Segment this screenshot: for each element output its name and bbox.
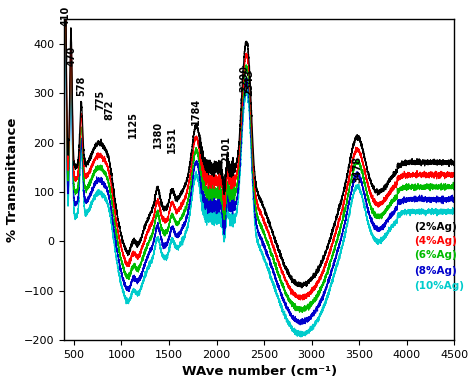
Y-axis label: % Transmittance: % Transmittance — [6, 118, 18, 242]
Text: 2101: 2101 — [221, 136, 231, 163]
Text: (10%Ag): (10%Ag) — [414, 281, 465, 291]
Text: (4%Ag): (4%Ag) — [414, 236, 457, 247]
Text: 2290: 2290 — [239, 65, 249, 92]
X-axis label: WAve number (cm⁻¹): WAve number (cm⁻¹) — [182, 366, 337, 379]
Text: 410: 410 — [61, 6, 71, 26]
Text: 470: 470 — [66, 46, 76, 66]
Text: 1125: 1125 — [128, 111, 138, 137]
Text: 872: 872 — [104, 100, 114, 120]
Text: 1784: 1784 — [191, 98, 201, 125]
Text: (2%Ag): (2%Ag) — [414, 222, 457, 232]
Text: 1380: 1380 — [153, 121, 163, 149]
Text: (8%Ag): (8%Ag) — [414, 266, 457, 276]
Text: (6%Ag): (6%Ag) — [414, 250, 457, 260]
Text: 3478: 3478 — [352, 156, 362, 183]
Text: 1531: 1531 — [167, 126, 177, 153]
Text: 578: 578 — [76, 75, 86, 96]
Text: 2343: 2343 — [245, 69, 255, 96]
Text: 775: 775 — [95, 90, 105, 110]
